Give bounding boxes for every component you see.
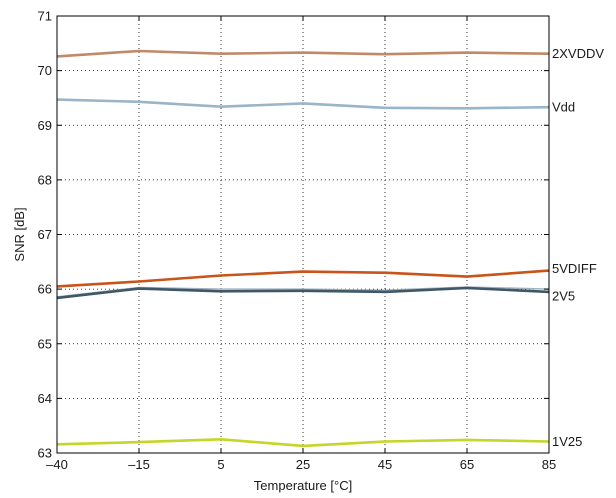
x-tick-label: –15 [128, 457, 150, 472]
series-lines [56, 49, 550, 448]
x-tick-label: 45 [378, 457, 392, 472]
y-tick-label: 70 [38, 63, 52, 78]
x-axis-label: Temperature [°C] [254, 478, 352, 493]
series-labels: 2XVDDV Vdd 5VDIFF 2V5 1V25 [552, 46, 604, 449]
series-label: 2XVDDV [552, 46, 604, 61]
x-tick-label: 85 [542, 457, 556, 472]
series-label: Vdd [552, 100, 575, 115]
series-label: 2V5 [552, 288, 575, 303]
y-tick-label: 67 [38, 227, 52, 242]
series-line-1v25 [56, 437, 550, 448]
plot-frame [56, 15, 550, 454]
x-tick-label: –40 [46, 457, 68, 472]
series-line-2v5 [56, 286, 550, 300]
x-tick-label: 5 [217, 457, 224, 472]
y-tick-label: 71 [38, 9, 52, 24]
y-axis-label: SNR [dB] [12, 207, 27, 261]
y-tick-label: 68 [38, 172, 52, 187]
series-line-2xvddv [56, 49, 550, 58]
y-tick-label: 69 [38, 118, 52, 133]
series-line-5vdiff [56, 269, 550, 288]
y-tick-label: 63 [38, 446, 52, 461]
y-tick-label: 66 [38, 282, 52, 297]
series-label: 5VDIFF [552, 261, 597, 276]
grid [57, 16, 549, 453]
series-label: 1V25 [552, 434, 582, 449]
ticks: –40 –15 5 25 45 65 85 63 64 65 66 67 68 69 70 71 [38, 9, 557, 473]
y-tick-label: 64 [38, 391, 52, 406]
y-tick-label: 65 [38, 336, 52, 351]
x-tick-label: 25 [296, 457, 310, 472]
x-tick-label: 65 [460, 457, 474, 472]
series-line-vdd [56, 98, 550, 110]
